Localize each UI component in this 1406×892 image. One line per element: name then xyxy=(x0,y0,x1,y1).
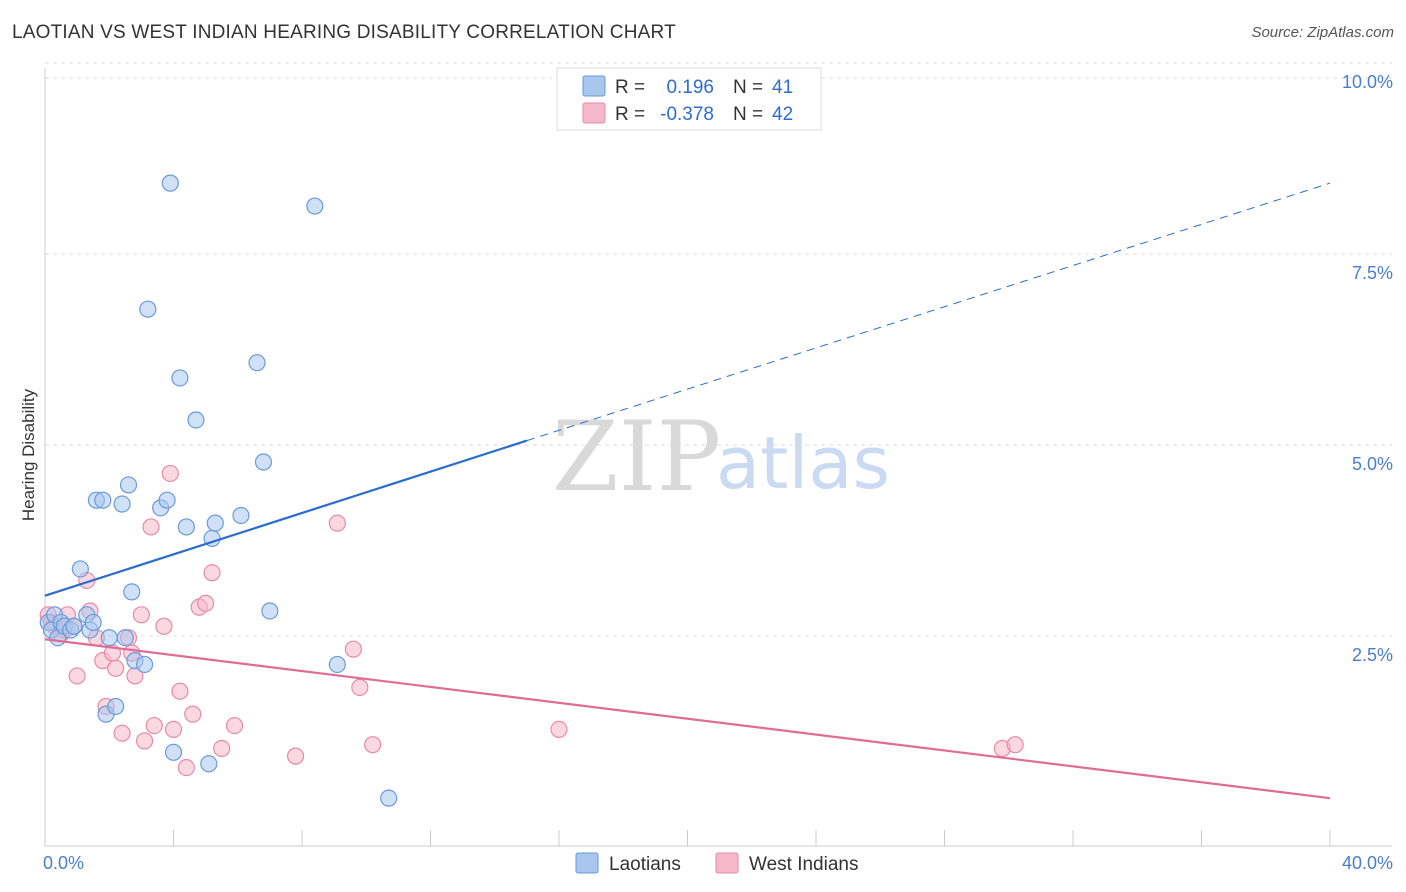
bottom-legend-swatch-laotians xyxy=(575,852,599,874)
laotians-point-19 xyxy=(123,583,141,601)
laotians-point-7 xyxy=(65,617,83,635)
west-indians-point-28 xyxy=(184,705,202,723)
laotians-point-25 xyxy=(161,174,179,192)
y-tick-label-3: 10.0% xyxy=(1342,72,1393,92)
laotians-point-40 xyxy=(116,629,134,647)
west-indians-point-33 xyxy=(225,716,244,735)
west-indians-point-25 xyxy=(164,720,183,739)
legend-swatch-laotians xyxy=(582,75,606,97)
laotians-point-24 xyxy=(158,491,176,509)
legend-swatch-west-indians xyxy=(582,102,606,124)
west-indians-point-26 xyxy=(171,682,189,700)
legend-r-label-west-indians: R = xyxy=(615,104,645,125)
legend-r-label-laotians: R = xyxy=(615,77,645,98)
laotians-points xyxy=(39,174,398,807)
laotians-point-18 xyxy=(119,476,138,494)
laotians-trend-line xyxy=(44,439,528,597)
west-indians-point-32 xyxy=(213,739,231,758)
legend-n-value-laotians: 41 xyxy=(772,77,793,98)
y-axis-label: Hearing Disability xyxy=(19,388,38,521)
legend-r-value-west-indians: -0.378 xyxy=(660,104,714,125)
west-indians-point-37 xyxy=(351,678,369,696)
legend-n-value-west-indians: 42 xyxy=(772,104,793,125)
laotians-point-16 xyxy=(107,697,125,716)
series-legend: Laotians West Indians xyxy=(575,852,858,875)
y-tick-labels: 2.5% 5.0% 7.5% 10.0% xyxy=(1342,72,1393,665)
west-indians-point-22 xyxy=(145,716,163,735)
watermark-atlas: atlas xyxy=(716,421,890,505)
x-tick-label-0: 0.0% xyxy=(43,853,84,873)
laotians-point-21 xyxy=(135,655,154,674)
legend-n-label-laotians: N = xyxy=(733,77,763,98)
west-indians-point-19 xyxy=(132,606,150,624)
west-indians-point-35 xyxy=(328,514,346,532)
west-indians-point-27 xyxy=(177,758,195,777)
watermark-zip: ZIP xyxy=(552,401,721,513)
west-indians-point-36 xyxy=(344,640,362,658)
west-indians-point-38 xyxy=(364,736,382,754)
west-indians-point-31 xyxy=(203,564,221,582)
west-indians-point-20 xyxy=(135,732,154,750)
x-tick-label-1: 40.0% xyxy=(1342,853,1393,873)
correlation-legend: R = 0.196 N = 41 R = -0.378 N = 42 xyxy=(556,67,822,131)
y-tick-label-2: 7.5% xyxy=(1352,263,1393,283)
laotians-point-28 xyxy=(177,518,195,536)
laotians-point-29 xyxy=(187,411,205,429)
axes xyxy=(44,68,1392,847)
west-indians-point-23 xyxy=(155,617,173,635)
laotians-point-33 xyxy=(232,506,250,525)
laotians-point-8 xyxy=(71,560,89,578)
west-indians-point-7 xyxy=(68,667,86,685)
bottom-legend-west-indians: West Indians xyxy=(749,854,858,875)
west-indians-point-24 xyxy=(161,464,179,483)
legend-n-label-west-indians: N = xyxy=(733,104,763,125)
y-tick-label-0: 2.5% xyxy=(1352,645,1393,665)
west-indians-point-14 xyxy=(107,659,125,677)
west-indians-points xyxy=(39,464,1024,777)
west-indians-point-39 xyxy=(550,720,568,739)
west-indians-point-41 xyxy=(1006,736,1024,754)
laotians-point-37 xyxy=(306,197,324,215)
x-tick-labels: 0.0% 40.0% xyxy=(43,853,1393,873)
chart-title: LAOTIAN VS WEST INDIAN HEARING DISABILIT… xyxy=(12,22,676,43)
laotians-point-35 xyxy=(254,453,273,471)
y-tick-label-1: 5.0% xyxy=(1352,454,1393,474)
west-indians-point-15 xyxy=(113,724,131,742)
bottom-legend-laotians: Laotians xyxy=(609,854,681,875)
laotians-point-36 xyxy=(261,602,279,620)
source-label: Source: ZipAtlas.com xyxy=(1251,24,1394,41)
laotians-point-15 xyxy=(100,629,118,647)
trend-lines xyxy=(44,182,1331,800)
laotians-point-17 xyxy=(113,495,131,513)
laotians-point-39 xyxy=(380,789,398,807)
bottom-legend-swatch-west-indians xyxy=(715,852,739,874)
laotians-point-34 xyxy=(248,354,266,372)
legend-r-value-laotians: 0.196 xyxy=(666,77,714,98)
laotians-point-32 xyxy=(206,514,224,532)
laotians-point-27 xyxy=(171,369,189,387)
laotians-point-26 xyxy=(164,743,183,761)
west-indians-point-34 xyxy=(286,747,305,765)
laotians-point-11 xyxy=(84,613,102,632)
gridlines xyxy=(45,62,1392,637)
laotians-point-38 xyxy=(328,655,346,674)
west-indians-point-21 xyxy=(142,518,160,536)
west-indians-trend-line xyxy=(44,638,1331,800)
laotians-trend-extension xyxy=(526,182,1331,442)
laotians-point-22 xyxy=(139,300,157,318)
laotians-point-30 xyxy=(200,755,218,773)
laotians-point-13 xyxy=(94,491,112,509)
west-indians-point-30 xyxy=(197,594,215,612)
